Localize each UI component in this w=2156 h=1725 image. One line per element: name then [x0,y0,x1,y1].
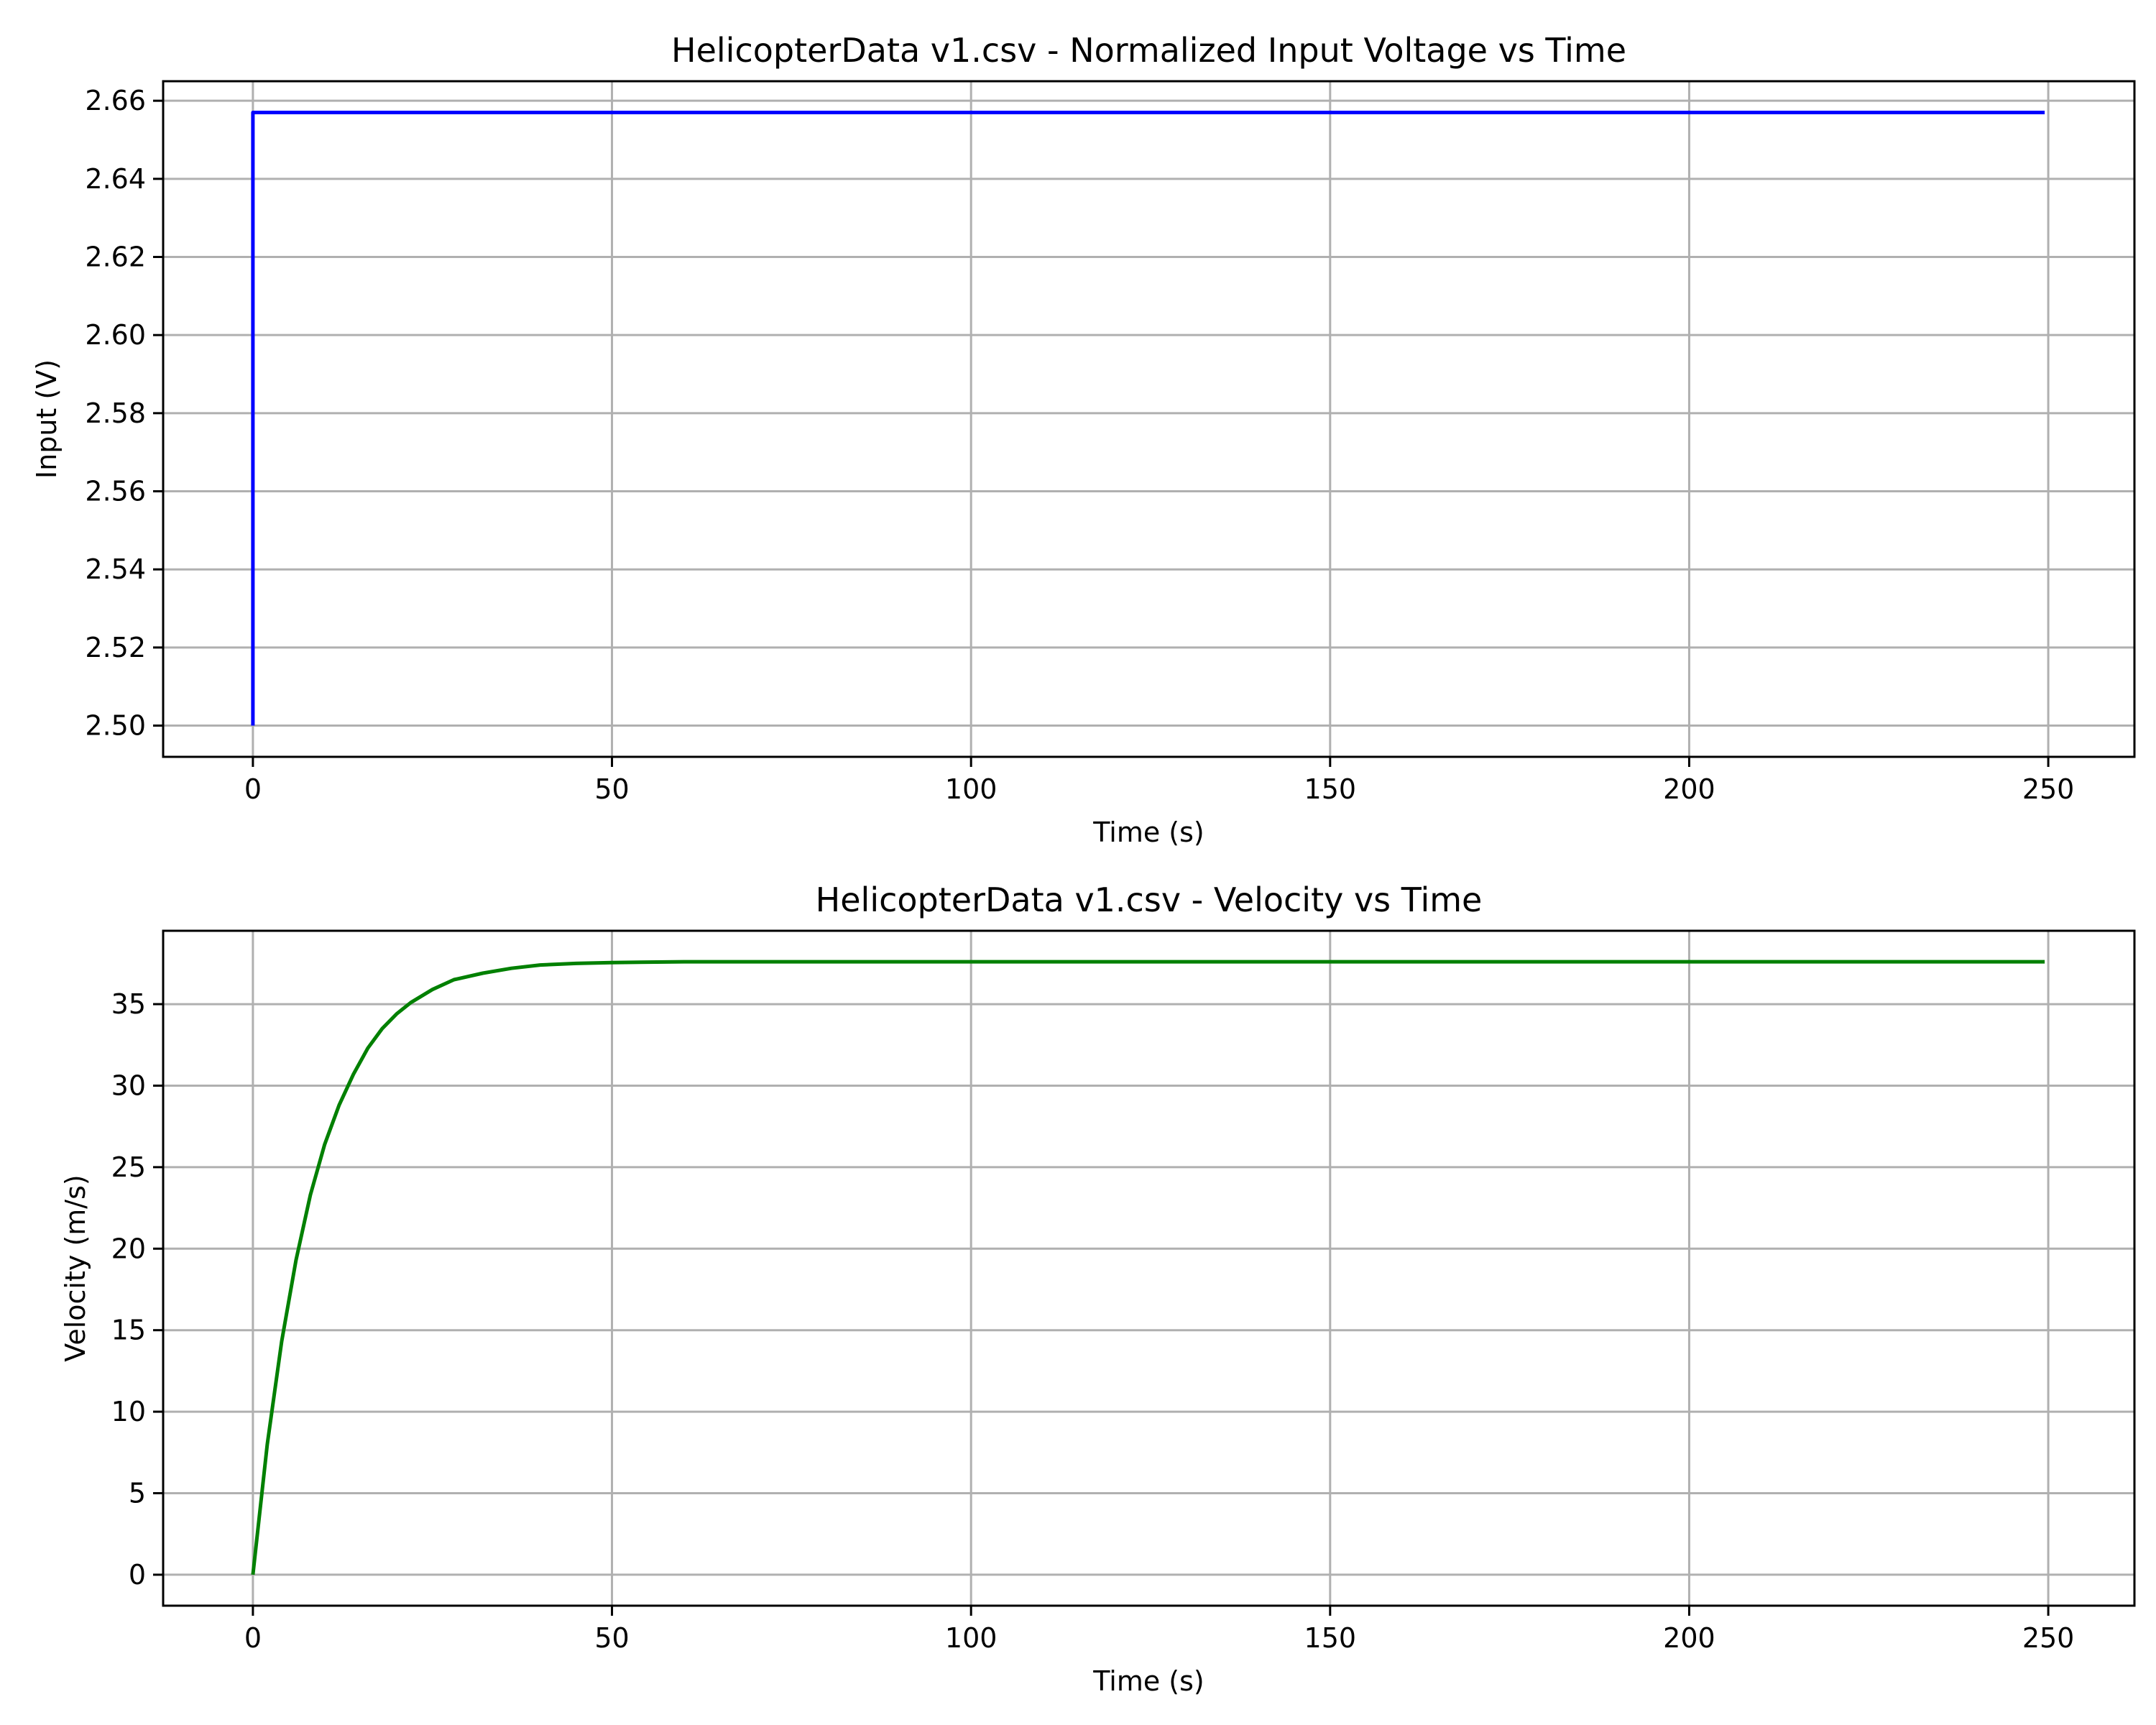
input-voltage-x-tick-label: 100 [945,773,998,805]
velocity-x-tick-label: 0 [244,1622,262,1654]
input-voltage-x-tick-label: 50 [594,773,629,805]
input-voltage-y-tick-label: 2.62 [85,242,146,273]
input-voltage-x-tick-label: 0 [244,773,262,805]
velocity-x-tick-label: 200 [1663,1622,1715,1654]
input-voltage-y-tick-label: 2.54 [85,553,146,585]
input-voltage-x-axis-label: Time (s) [1092,816,1204,848]
input-voltage-x-tick-label: 250 [2022,773,2075,805]
velocity-y-axis-label: Velocity (m/s) [60,1174,91,1361]
velocity-series-line [251,960,2045,1576]
velocity-y-tick-label: 20 [111,1233,146,1264]
velocity-y-tick-label: 10 [111,1396,146,1427]
velocity-plot-frame [162,929,2136,1607]
velocity-x-tick-label: 100 [945,1622,998,1654]
velocity-y-tick-label: 35 [111,988,146,1020]
velocity-x-axis-label: Time (s) [1092,1665,1204,1697]
input-voltage-y-tick-label: 2.66 [85,85,146,116]
input-voltage-y-tick-label: 2.56 [85,476,146,507]
velocity-x-tick-label: 250 [2022,1622,2075,1654]
velocity-x-tick-label: 150 [1304,1622,1357,1654]
input-voltage-y-tick-label: 2.64 [85,163,146,195]
input-voltage-series-line [251,111,2045,726]
input-voltage-y-tick-label: 2.50 [85,710,146,742]
input-voltage-y-axis-label: Input (V) [31,359,63,479]
input-voltage-x-tick-label: 150 [1304,773,1357,805]
velocity-y-tick-label: 0 [129,1559,146,1591]
velocity-chart: 0 50 100 150 200 250 0 5 10 15 20 25 30 35 HelicopterD… [60,880,2136,1697]
velocity-y-tick-label: 25 [111,1151,146,1183]
input-voltage-chart: 0 50 100 150 200 250 2.50 2.52 2.54 2.56 2.58 2.60 2… [31,31,2136,848]
velocity-y-tick-label: 30 [111,1070,146,1101]
velocity-y-tick-label: 5 [129,1478,146,1509]
input-voltage-chart-title: HelicopterData v1.csv - Normalized Input… [671,31,1626,70]
input-voltage-x-tick-label: 200 [1663,773,1715,805]
input-voltage-y-tick-label: 2.52 [85,632,146,663]
input-voltage-y-tick-label: 2.60 [85,319,146,351]
input-voltage-plot-frame [162,80,2136,758]
velocity-y-tick-label: 15 [111,1315,146,1346]
velocity-x-tick-label: 50 [594,1622,629,1654]
velocity-chart-title: HelicopterData v1.csv - Velocity vs Time [816,880,1483,919]
input-voltage-y-tick-label: 2.58 [85,397,146,429]
